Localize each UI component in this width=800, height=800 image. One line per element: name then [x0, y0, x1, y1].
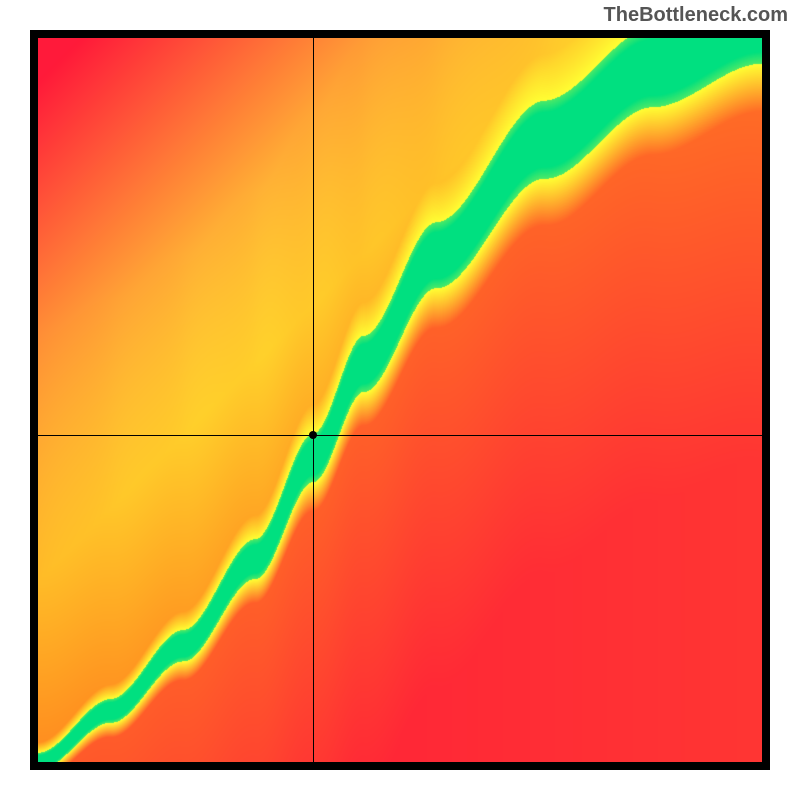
crosshair-vertical	[313, 38, 314, 762]
attribution-text: TheBottleneck.com	[604, 4, 788, 27]
chart-container: TheBottleneck.com	[0, 0, 800, 800]
heatmap-canvas	[38, 38, 762, 762]
plot-area	[38, 38, 762, 762]
marker-point	[309, 431, 317, 439]
crosshair-horizontal	[38, 435, 762, 436]
chart-frame	[30, 30, 770, 770]
